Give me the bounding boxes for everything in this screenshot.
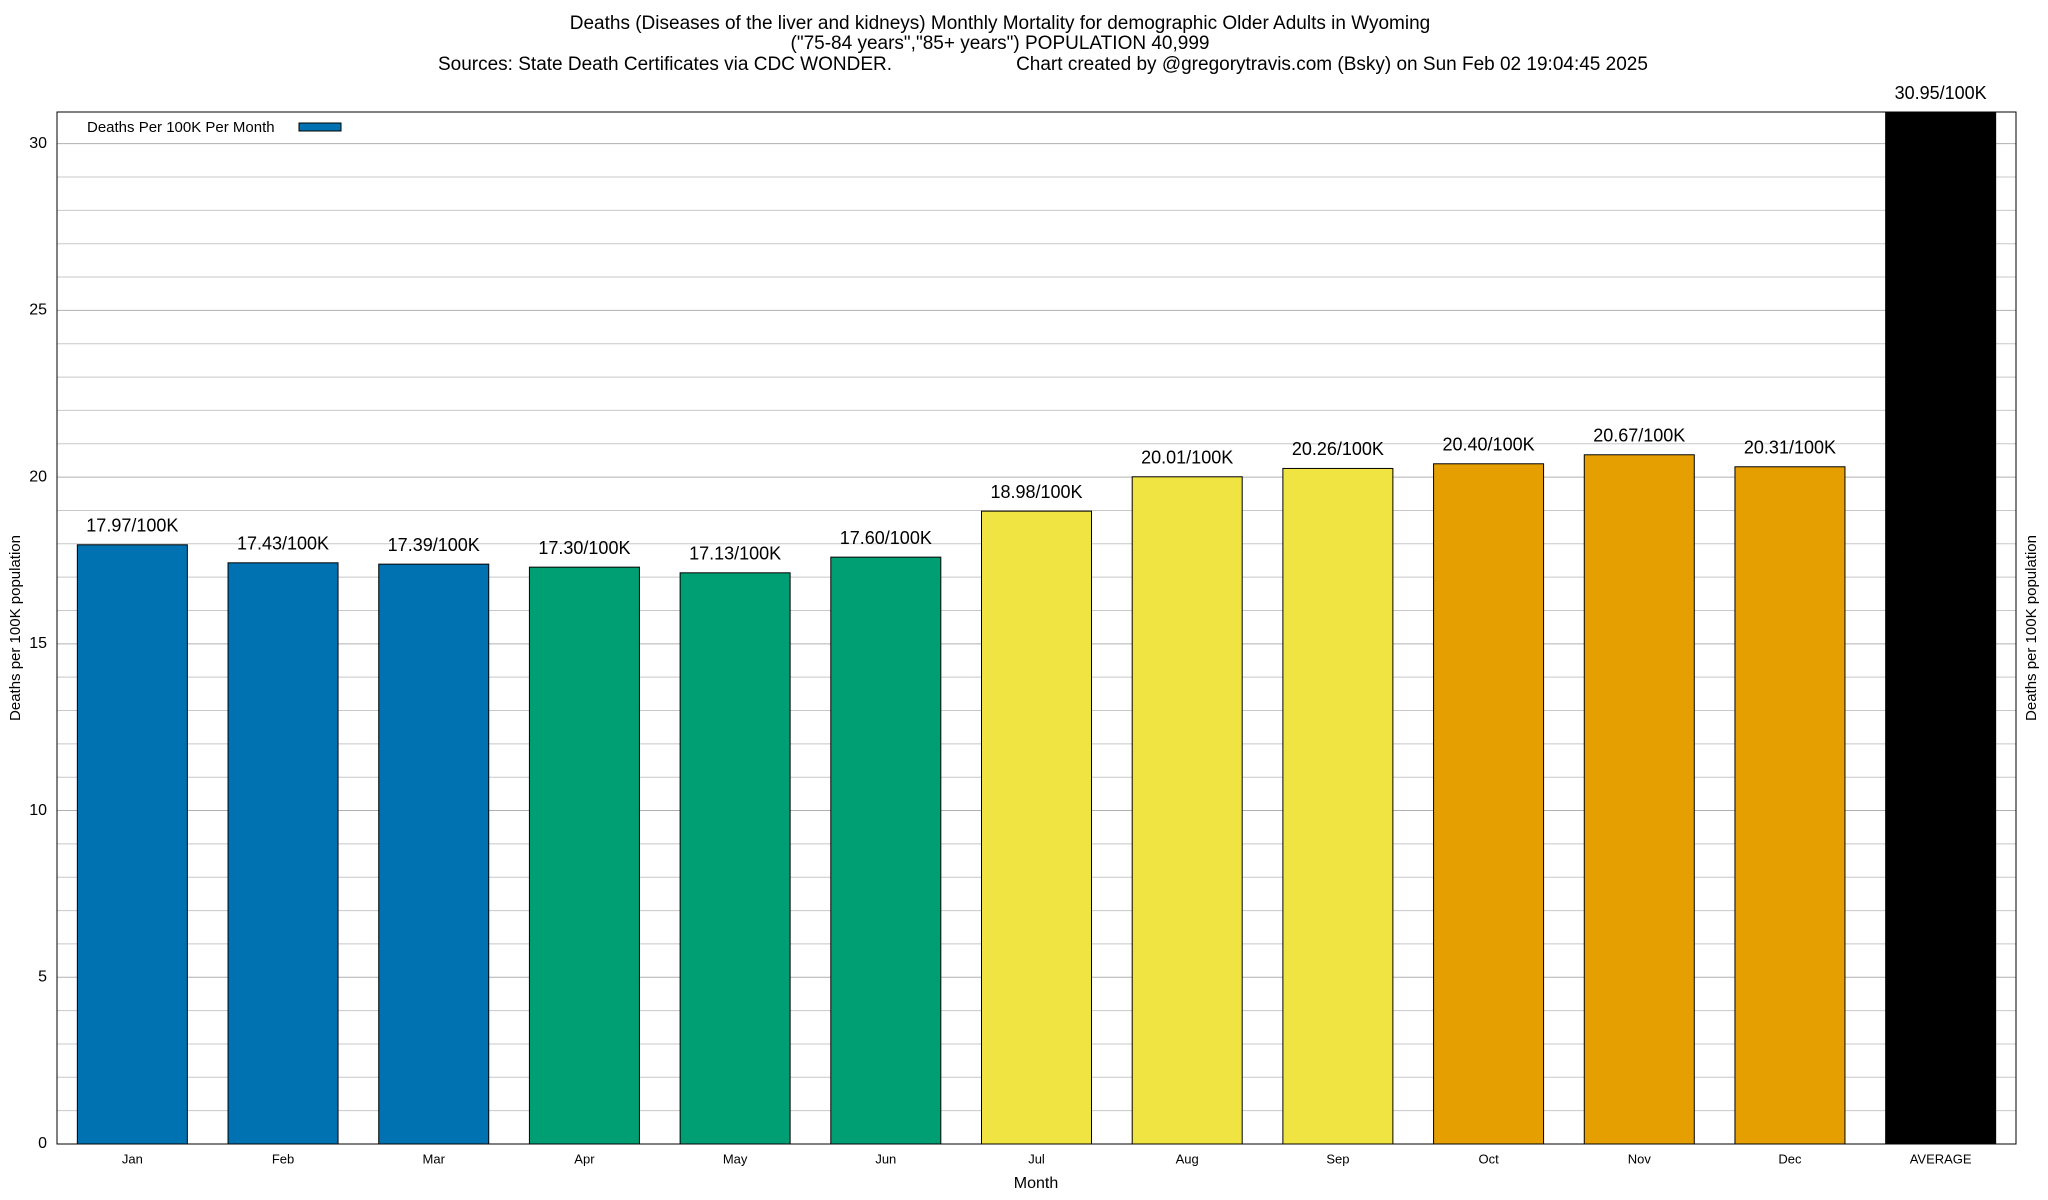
chart-subtitle: ("75-84 years","85+ years") POPULATION 4… (791, 33, 1210, 54)
y-tick-label: 15 (29, 635, 47, 652)
sources: Sources: State Death Certificates via CD… (438, 54, 892, 75)
value-label: 17.13/100K (689, 544, 781, 564)
value-label: 30.95/100K (1895, 83, 1987, 103)
x-axis-label: Month (1014, 1175, 1058, 1192)
bar (378, 563, 490, 1145)
x-tick-label: AVERAGE (1910, 1151, 1972, 1166)
x-tick-label: Sep (1326, 1151, 1349, 1166)
x-tick-label: Nov (1628, 1151, 1652, 1166)
y-tick-label: 20 (29, 468, 47, 485)
y2-axis-label: Deaths per 100K population (2023, 535, 2040, 721)
value-label: 20.26/100K (1292, 439, 1384, 459)
y-tick-label: 25 (29, 302, 47, 319)
bar (1583, 454, 1695, 1145)
x-tick-label: Mar (423, 1151, 446, 1166)
bar (1734, 466, 1846, 1145)
y-tick-label: 30 (29, 135, 47, 152)
value-label: 17.97/100K (86, 516, 178, 536)
chart-title: Deaths (Diseases of the liver and kidney… (570, 13, 1430, 34)
bar (679, 572, 791, 1145)
bar (1131, 476, 1243, 1145)
x-tick-label: Jun (875, 1151, 896, 1166)
bar (528, 566, 640, 1145)
bar (830, 556, 942, 1145)
value-label: 20.67/100K (1593, 426, 1685, 446)
x-tick-label: May (723, 1151, 748, 1166)
credit: Chart created by @gregorytravis.com (Bsk… (1016, 54, 1648, 75)
bar (76, 544, 188, 1145)
bar (227, 562, 339, 1145)
x-tick-label: Jul (1028, 1151, 1045, 1166)
value-label: 17.60/100K (840, 528, 932, 548)
value-label: 18.98/100K (990, 482, 1082, 502)
value-label: 17.39/100K (388, 535, 480, 555)
x-tick-label: Jan (122, 1151, 143, 1166)
y-tick-label: 10 (29, 802, 47, 819)
value-label: 17.30/100K (538, 538, 630, 558)
bar (1282, 467, 1394, 1145)
x-tick-label: Feb (272, 1151, 294, 1166)
bar (1433, 463, 1545, 1145)
bar (980, 510, 1093, 1145)
x-tick-label: Oct (1478, 1151, 1499, 1166)
legend-swatch (298, 122, 342, 132)
x-tick-label: Dec (1778, 1151, 1802, 1166)
y-tick-label: 5 (38, 968, 47, 985)
y-axis-label: Deaths per 100K population (7, 535, 24, 721)
x-tick-label: Aug (1176, 1151, 1199, 1166)
y-tick-label: 0 (38, 1135, 47, 1152)
x-tick-label: Apr (574, 1151, 595, 1166)
value-label: 20.31/100K (1744, 438, 1836, 458)
value-label: 20.01/100K (1141, 448, 1233, 468)
plot-frame (56, 111, 2017, 1145)
value-label: 20.40/100K (1443, 435, 1535, 455)
legend-label: Deaths Per 100K Per Month (87, 119, 275, 136)
value-label: 17.43/100K (237, 534, 329, 554)
bar (1885, 111, 1997, 1145)
